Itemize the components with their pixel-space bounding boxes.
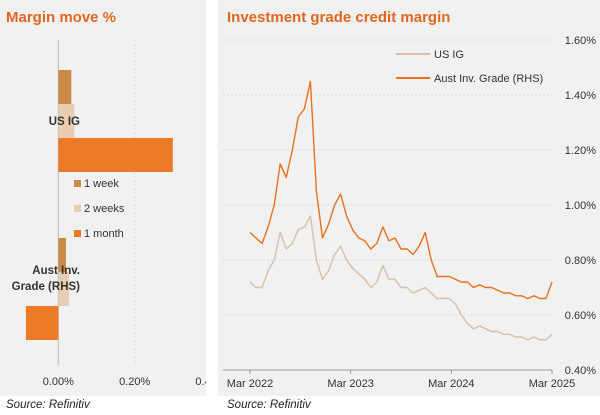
series-line-us-ig — [249, 215, 553, 341]
x-tick-label: Mar 2024 — [428, 378, 474, 390]
legend-swatch — [74, 205, 81, 212]
x-tick-label: Mar 2022 — [227, 378, 273, 390]
credit-margin-source: Source: Refinitiv — [227, 399, 311, 411]
y-tick-label: 0.80% — [565, 255, 596, 267]
legend-label: Aust Inv. Grade (RHS) — [434, 73, 543, 85]
y-tick-label: 1.40% — [565, 90, 596, 102]
x-tick-label: 0.00% — [43, 376, 74, 388]
margin-move-title: Margin move % — [6, 9, 117, 26]
category-label: Aust Inv. — [32, 265, 80, 277]
x-tick-label: 0.20% — [119, 376, 150, 388]
margin-move-source: Source: Refinitiv — [6, 399, 90, 411]
y-tick-label: 0.40% — [565, 365, 596, 377]
y-tick-label: 0.60% — [565, 310, 596, 322]
x-tick-label: Mar 2023 — [327, 378, 373, 390]
legend-swatch — [74, 230, 81, 237]
credit-margin-title: Investment grade credit margin — [227, 9, 451, 26]
bar-1-month-1 — [25, 306, 59, 340]
bar-1-week-0 — [58, 70, 72, 104]
legend-label: 2 weeks — [84, 203, 125, 215]
credit-margin-panel — [218, 0, 600, 396]
y-tick-label: 1.00% — [565, 200, 596, 212]
legend-swatch — [74, 180, 81, 187]
bar-2-weeks-1 — [58, 272, 70, 306]
bar-1-month-0 — [58, 138, 173, 172]
category-label: Grade (RHS) — [12, 281, 81, 293]
legend-label: US IG — [434, 49, 464, 61]
x-tick-label: Mar 2025 — [529, 378, 575, 390]
y-tick-label: 1.20% — [565, 145, 596, 157]
category-label: US IG — [49, 116, 80, 128]
legend-label: 1 month — [84, 228, 124, 240]
bar-2-weeks-0 — [58, 104, 75, 138]
credit-margin-chart: 0.40% 0.60% 0.80% 1.00% 1.20% 1.40% 1.60% Mar 2… — [223, 35, 596, 390]
series-line-aust-inv-grade — [249, 80, 553, 300]
x-tick-label: 0.40% — [195, 376, 206, 388]
legend-label: 1 week — [84, 178, 119, 190]
bar-1-week-1 — [58, 238, 66, 272]
y-tick-label: 1.60% — [565, 35, 596, 47]
